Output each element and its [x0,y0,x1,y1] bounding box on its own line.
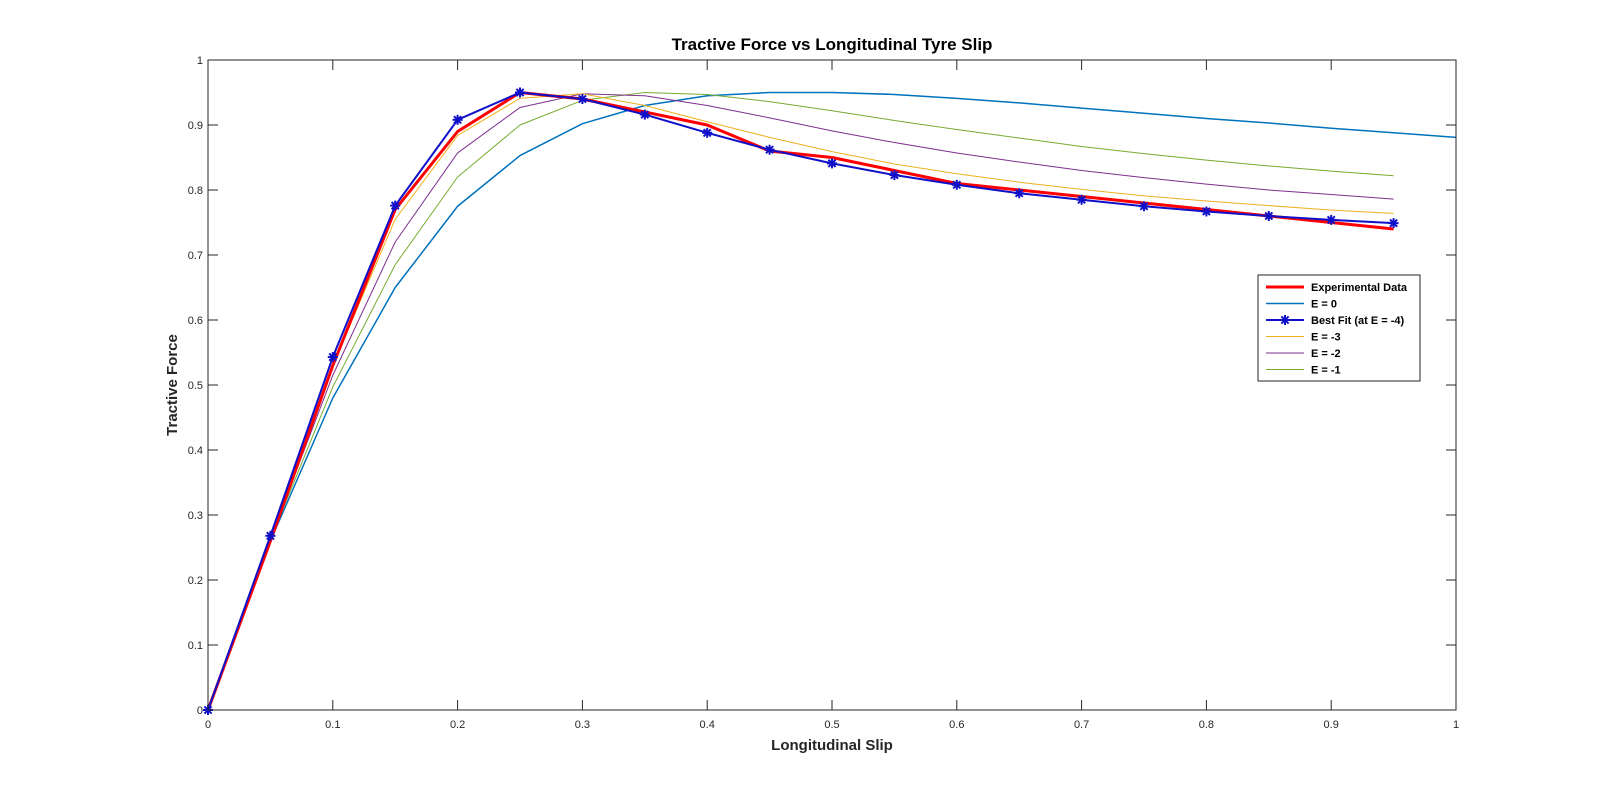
data-point-marker [515,87,525,98]
data-point-marker [951,179,962,190]
data-point-marker [265,530,276,541]
data-series [203,87,1457,715]
x-tick-label: 0.2 [450,719,465,731]
y-tick-label: 0.9 [188,120,203,132]
x-tick-label: 0.1 [325,719,340,731]
data-point-marker [1139,201,1149,212]
data-point-marker [827,158,837,169]
series-e-2 [207,93,1394,711]
data-point-marker [1388,218,1399,229]
legend-item: E = -3 [1266,332,1341,344]
y-axis-label: Tractive Force [164,334,181,436]
data-point-marker [1263,211,1274,221]
legend-label: E = -1 [1311,365,1341,377]
data-point-marker [702,127,713,138]
series-experimental-data [206,91,1394,711]
y-tick-label: 0 [197,705,203,717]
y-tick-labels: 0 0.1 0.2 0.3 0.4 0.5 0.6 0.7 0.8 0.9 1 [188,55,203,717]
legend-item: E = -2 [1266,348,1341,360]
y-tick-label: 0.4 [188,445,203,457]
y-tick-label: 0.8 [188,185,203,197]
x-tick-label: 1 [1453,719,1459,731]
x-tick-label: 0.6 [949,719,964,731]
data-point-marker [1076,194,1087,205]
x-tick-label: 0.7 [1074,719,1089,731]
series-line [207,91,1457,711]
data-point-marker [390,200,401,211]
x-tick-label: 0 [205,719,211,731]
legend-items: Experimental Data E = 0 Best Fit (at E = -… [1266,282,1408,377]
y-tick-label: 0.2 [188,575,203,587]
legend-label: E = -2 [1311,348,1341,360]
x-tick-label: 0.3 [575,719,590,731]
data-point-marker [889,170,900,181]
legend-marker [1280,315,1290,325]
legend-box [1257,274,1421,382]
data-point-marker [577,94,588,104]
series-e-0 [207,91,1457,711]
x-tick-label: 0.5 [824,719,839,731]
data-point-marker [1326,214,1337,225]
data-point-marker [452,114,463,125]
chart-title: Tractive Force vs Longitudinal Tyre Slip [672,35,993,54]
y-tick-label: 0.1 [188,640,203,652]
x-tick-label: 0.9 [1324,719,1339,731]
series-best-fit-at-e-4 [203,87,1399,715]
y-tick-label: 0.5 [188,380,203,392]
data-point-marker [1014,188,1025,199]
plot-box [207,59,1457,711]
series-line [207,91,1394,711]
series-e-1 [207,92,1394,711]
data-point-marker [327,352,338,363]
x-tick-label: 0.8 [1199,719,1214,731]
legend-label: E = 0 [1311,299,1337,311]
series-line [207,92,1394,711]
legend-label: Experimental Data [1311,282,1408,294]
x-tick-label: 0.4 [700,719,715,731]
series-line [207,93,1394,711]
legend-item: Experimental Data [1266,282,1408,294]
y-tick-label: 0.3 [188,510,203,522]
legend-item: E = 0 [1266,299,1337,311]
data-point-marker [764,144,775,155]
legend-item: E = -1 [1266,365,1341,377]
legend-label: E = -3 [1311,332,1341,344]
series-e-3 [207,93,1394,711]
legend: Experimental Data E = 0 Best Fit (at E = -… [1257,274,1421,382]
x-tick-labels: 0 0.1 0.2 0.3 0.4 0.5 0.6 0.7 0.8 0.9 1 [205,719,1459,731]
series-line [207,93,1394,711]
y-tick-label: 0.7 [188,250,203,262]
legend-item: Best Fit (at E = -4) [1266,315,1405,327]
series-line [206,91,1394,711]
y-tick-label: 0.6 [188,315,203,327]
x-axis-label: Longitudinal Slip [771,737,893,754]
data-point-marker [1201,206,1212,217]
y-tick-label: 1 [197,55,203,67]
legend-label: Best Fit (at E = -4) [1311,315,1405,327]
data-point-marker [639,109,650,120]
